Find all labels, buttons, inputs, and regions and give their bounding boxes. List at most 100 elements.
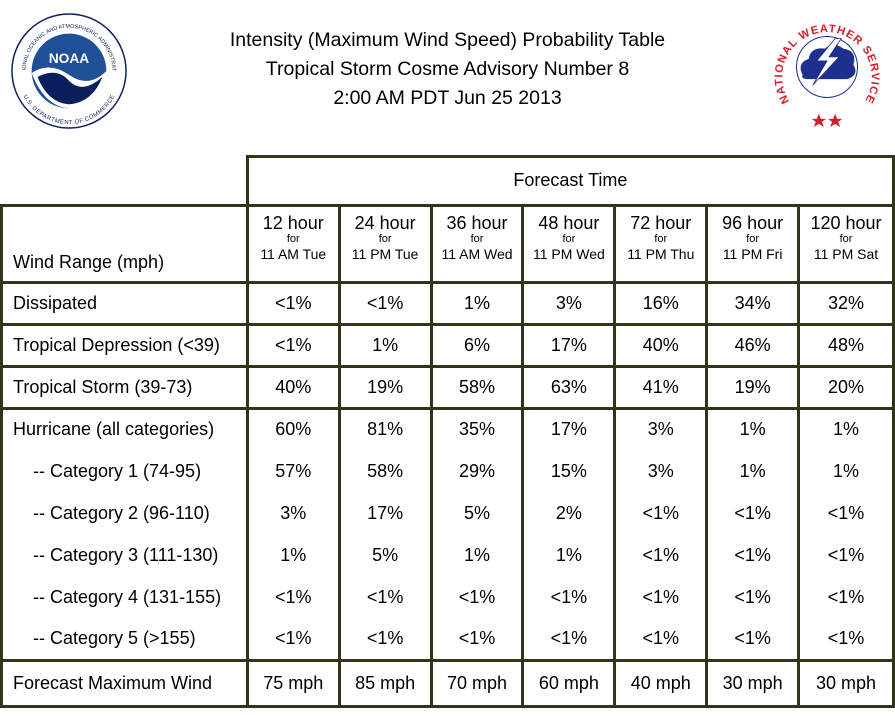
table-cell: <1%	[247, 282, 341, 326]
table-cell: 1%	[798, 408, 895, 450]
row-label: -- Category 5 (>155)	[0, 618, 249, 662]
table-cell: <1%	[614, 618, 709, 662]
table-cell: 17%	[339, 492, 433, 534]
table-cell: 58%	[339, 450, 433, 492]
table-cell: 29%	[431, 450, 525, 492]
table-cell: <1%	[247, 324, 341, 368]
table-row: -- Category 3 (111-130) 1% 5% 1% 1% <1% …	[0, 534, 895, 576]
table-cell: 1%	[431, 282, 525, 326]
table-cell: 1%	[706, 450, 801, 492]
table-cell: 3%	[614, 408, 709, 450]
row-label: -- Category 1 (74-95)	[0, 450, 249, 492]
table-row: Tropical Depression (<39) <1% 1% 6% 17% …	[0, 324, 895, 368]
table-cell: 2%	[522, 492, 617, 534]
row-label: -- Category 2 (96-110)	[0, 492, 249, 534]
column-header-72h: 72 hour for 11 PM Thu	[614, 205, 709, 284]
table-cell: 3%	[614, 450, 709, 492]
column-header-row: Wind Range (mph) 12 hour for 11 AM Tue 24 …	[0, 203, 895, 284]
nws-logo: NATIONAL WEATHER SERVICE	[770, 10, 884, 127]
table-cell: <1%	[339, 576, 433, 618]
noaa-logo-center-text: NOAA	[49, 51, 90, 66]
forecast-time-header: Forecast Time	[245, 154, 895, 207]
noaa-logo: NOAA NATIONAL OCEANIC AND ATMOSPHERIC AD…	[10, 12, 127, 129]
wind-range-header: Wind Range (mph)	[0, 203, 249, 284]
row-label: -- Category 3 (111-130)	[0, 534, 249, 576]
table-cell: <1%	[614, 492, 709, 534]
column-header-96h: 96 hour for 11 PM Fri	[706, 205, 801, 284]
table-cell: 35%	[431, 408, 525, 450]
table-cell: 1%	[247, 534, 341, 576]
table-cell: <1%	[798, 534, 895, 576]
max-wind-row: Forecast Maximum Wind 75 mph 85 mph 70 m…	[0, 660, 895, 708]
max-wind-cell: 70 mph	[431, 660, 525, 708]
table-cell: 41%	[614, 366, 709, 410]
table-cell: <1%	[706, 534, 801, 576]
table-cell: 20%	[798, 366, 895, 410]
column-header-12h: 12 hour for 11 AM Tue	[247, 205, 341, 284]
table-cell: <1%	[522, 618, 617, 662]
table-cell: <1%	[247, 618, 341, 662]
table-cell: 5%	[431, 492, 525, 534]
table-cell: 48%	[798, 324, 895, 368]
table-cell: 1%	[706, 408, 801, 450]
table-cell: <1%	[431, 576, 525, 618]
table-cell: 63%	[522, 366, 617, 410]
table-cell: 15%	[522, 450, 617, 492]
table-row: Hurricane (all categories) 60% 81% 35% 1…	[0, 408, 895, 450]
table-cell: 46%	[706, 324, 801, 368]
row-label: Dissipated	[0, 282, 249, 326]
title-line-1: Intensity (Maximum Wind Speed) Probabili…	[229, 29, 666, 51]
max-wind-label: Forecast Maximum Wind	[0, 660, 249, 708]
table-cell: 1%	[522, 534, 617, 576]
table-cell: 34%	[706, 282, 801, 326]
table-cell: 5%	[339, 534, 433, 576]
table-cell: <1%	[706, 576, 801, 618]
table-row: -- Category 4 (131-155) <1% <1% <1% <1% …	[0, 576, 895, 618]
row-label: -- Category 4 (131-155)	[0, 576, 249, 618]
table-cell: <1%	[706, 618, 801, 662]
column-header-24h: 24 hour for 11 PM Tue	[339, 205, 433, 284]
table-cell: 16%	[614, 282, 709, 326]
table-cell: 1%	[798, 450, 895, 492]
table-cell: <1%	[247, 576, 341, 618]
table-cell: <1%	[798, 576, 895, 618]
max-wind-cell: 75 mph	[247, 660, 341, 708]
table-cell: 40%	[247, 366, 341, 410]
table-cell: 3%	[522, 282, 617, 326]
table-row: Dissipated <1% <1% 1% 3% 16% 34% 32%	[0, 282, 895, 326]
table-cell: 32%	[798, 282, 895, 326]
table-cell: 58%	[431, 366, 525, 410]
table-cell: 57%	[247, 450, 341, 492]
column-header-48h: 48 hour for 11 PM Wed	[522, 205, 617, 284]
title-line-3: 2:00 AM PDT Jun 25 2013	[333, 87, 562, 109]
table-cell: 19%	[706, 366, 801, 410]
table-cell: 19%	[339, 366, 433, 410]
table-cell: <1%	[522, 576, 617, 618]
table-cell: <1%	[339, 618, 433, 662]
row-label: Hurricane (all categories)	[0, 408, 249, 450]
table-cell: 17%	[522, 408, 617, 450]
table-cell: 17%	[522, 324, 617, 368]
column-header-120h: 120 hour for 11 PM Sat	[798, 205, 895, 284]
table-cell: 1%	[339, 324, 433, 368]
max-wind-cell: 60 mph	[522, 660, 617, 708]
column-header-36h: 36 hour for 11 AM Wed	[431, 205, 525, 284]
table-row: -- Category 2 (96-110) 3% 17% 5% 2% <1% …	[0, 492, 895, 534]
table-cell: <1%	[798, 618, 895, 662]
table-cell: 60%	[247, 408, 341, 450]
table-cell: 81%	[339, 408, 433, 450]
table-cell: <1%	[339, 282, 433, 326]
table-cell: 3%	[247, 492, 341, 534]
row-label: Tropical Depression (<39)	[0, 324, 249, 368]
row-label: Tropical Storm (39-73)	[0, 366, 249, 410]
max-wind-cell: 30 mph	[706, 660, 801, 708]
table-cell: <1%	[706, 492, 801, 534]
max-wind-cell: 30 mph	[798, 660, 895, 708]
table-cell: 40%	[614, 324, 709, 368]
table-row: Tropical Storm (39-73) 40% 19% 58% 63% 4…	[0, 366, 895, 410]
table-cell: 6%	[431, 324, 525, 368]
table-cell: <1%	[798, 492, 895, 534]
table-cell: 1%	[431, 534, 525, 576]
table-cell: <1%	[614, 534, 709, 576]
